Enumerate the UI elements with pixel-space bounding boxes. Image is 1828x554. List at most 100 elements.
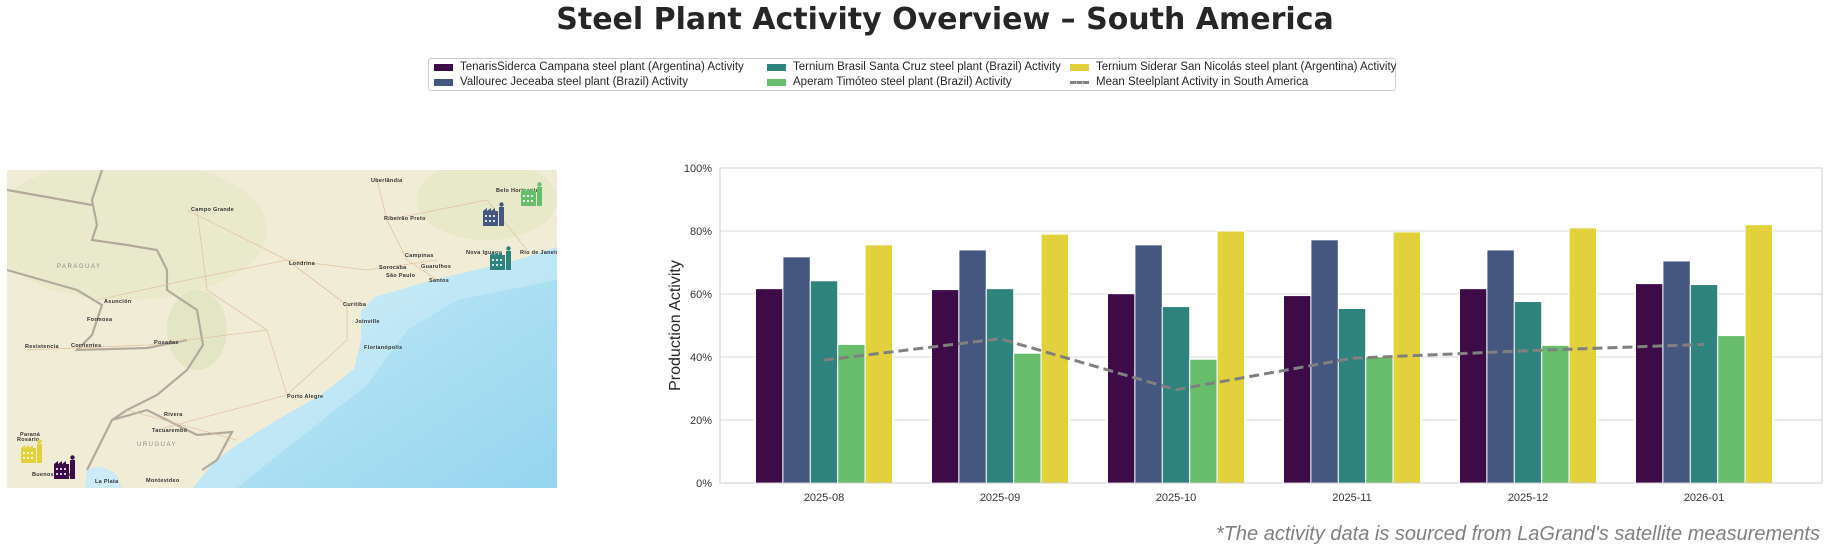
bar-2025-11-series-4 [1392,231,1421,484]
bar-2025-11-series-1 [1310,239,1339,484]
legend-swatch [434,78,453,86]
map-label: Posadas [154,340,179,346]
factory-icon[interactable] [483,202,504,226]
x-tick-label: 2025-08 [804,492,844,504]
map-label: Paraná [20,432,41,438]
bar-2025-10-series-4 [1216,230,1245,484]
bar-2026-01-series-0 [1635,283,1664,484]
bar-2025-08-series-2 [809,280,839,484]
legend-item: Vallourec Jeceaba steel plant (Brazil) A… [434,76,688,88]
bar-2025-11-series-3 [1365,356,1394,484]
legend-label: TenarisSiderca Campana steel plant (Arge… [460,61,744,73]
legend-item: TenarisSiderca Campana steel plant (Arge… [434,61,744,73]
legend-label: Mean Steelplant Activity in South Americ… [1096,76,1309,88]
bar-2025-12-series-4 [1568,227,1597,484]
factory-icon[interactable] [490,246,511,270]
x-tick-label: 2025-10 [1156,492,1196,504]
page-title: Steel Plant Activity Overview – South Am… [556,2,1334,37]
map-label: Sorocaba [379,265,407,271]
plot-frame [719,167,1823,484]
y-tick-label: 0% [696,478,712,490]
map-label: Rio de Janeiro [520,250,557,256]
y-tick-label: 80% [690,226,712,238]
map-label: Montevideo [146,478,180,484]
bar-2025-08-series-4 [864,244,893,484]
map-label: La Plata [95,479,119,485]
plant-location-map: Uberlândia Campo Grande Belo Horizonte Ribe… [7,170,557,488]
bar-2025-11-series-2 [1337,307,1367,484]
factory-icon[interactable] [521,182,542,206]
map-label: Joinville [355,319,380,325]
map-label: Porto Alegre [287,394,323,400]
legend-label: Ternium Brasil Santa Cruz steel plant (B… [793,61,1061,73]
y-tick-label: 60% [690,289,712,301]
map-label: Resistencia [25,344,60,350]
data-source-note: *The activity data is sourced from LaGra… [1215,523,1820,545]
y-tick-label: 20% [690,415,712,427]
legend-swatch [767,63,786,71]
map-label: São Paulo [386,273,416,279]
bar-2025-09-series-2 [985,288,1015,484]
map-label: URUGUAY [137,442,177,448]
x-tick-label: 2025-11 [1332,492,1372,504]
y-tick-label: 40% [690,352,712,364]
mean-activity-line [823,337,1705,392]
map-label: Guarulhos [421,264,451,270]
chart-legend: TenarisSiderca Campana steel plant (Arge… [428,58,1396,91]
bar-2025-08-series-1 [782,256,811,484]
map-label: Uberlândia [371,178,403,184]
bar-2025-09-series-1 [958,249,987,484]
map-label: Londrina [289,261,316,267]
x-tick-label: 2025-09 [980,492,1020,504]
map-label: Santos [429,278,449,284]
bar-2025-08-series-3 [837,343,866,484]
factory-icon[interactable] [21,439,42,463]
legend-swatch [1070,63,1089,71]
y-axis-label: Production Activity [667,260,684,391]
legend-label: Aperam Timóteo steel plant (Brazil) Acti… [793,76,1012,88]
map-label: Florianópolis [364,345,402,351]
bar-2025-10-series-2 [1161,306,1191,484]
legend-swatch [767,78,786,86]
map-label: Buenos Aires [32,472,71,478]
y-tick-label: 100% [684,163,712,175]
bar-2025-10-series-3 [1189,358,1218,484]
map-label: Nova Iguaçu [466,250,502,256]
bar-2026-01-series-2 [1689,284,1719,484]
bar-2026-01-series-1 [1662,260,1691,484]
legend-swatch [434,63,453,71]
bar-2025-12-series-0 [1459,288,1488,484]
map-label: Tacuarembó [152,428,188,434]
map-label: Rosario [17,437,40,443]
bar-2025-12-series-3 [1541,344,1570,484]
legend-item: Ternium Brasil Santa Cruz steel plant (B… [767,61,1061,73]
map-label: Formosa [87,317,113,323]
bar-2026-01-series-3 [1717,335,1746,484]
x-tick-label: 2026-01 [1684,492,1724,504]
map-label: Ribeirão Preto [384,216,426,222]
bar-2025-10-series-0 [1107,293,1136,484]
legend-dash-swatch [1070,80,1089,84]
map-label: Campinas [405,253,434,259]
legend-label: Ternium Siderar San Nicolás steel plant … [1096,61,1397,73]
legend-label: Vallourec Jeceaba steel plant (Brazil) A… [460,76,688,88]
map-label: Rivera [164,412,183,418]
map-label: PARAGUAY [57,264,101,270]
bar-2025-12-series-2 [1513,301,1543,484]
bar-2025-10-series-1 [1134,244,1163,484]
map-label: Belo Horizonte [496,188,539,194]
bar-2025-09-series-3 [1013,352,1042,484]
map-label: Campo Grande [191,207,234,213]
map-label: Corrientes [71,343,102,349]
factory-icon[interactable] [54,455,75,479]
legend-item: Mean Steelplant Activity in South Americ… [1070,76,1308,88]
map-label: Curitiba [343,302,367,308]
x-tick-label: 2025-12 [1508,492,1548,504]
legend-item: Aperam Timóteo steel plant (Brazil) Acti… [767,76,1012,88]
bar-2025-09-series-0 [931,289,960,484]
bar-2026-01-series-4 [1744,224,1773,484]
bar-2025-11-series-0 [1283,295,1312,484]
legend-item: Ternium Siderar San Nicolás steel plant … [1070,61,1396,73]
country-borders [7,170,234,471]
